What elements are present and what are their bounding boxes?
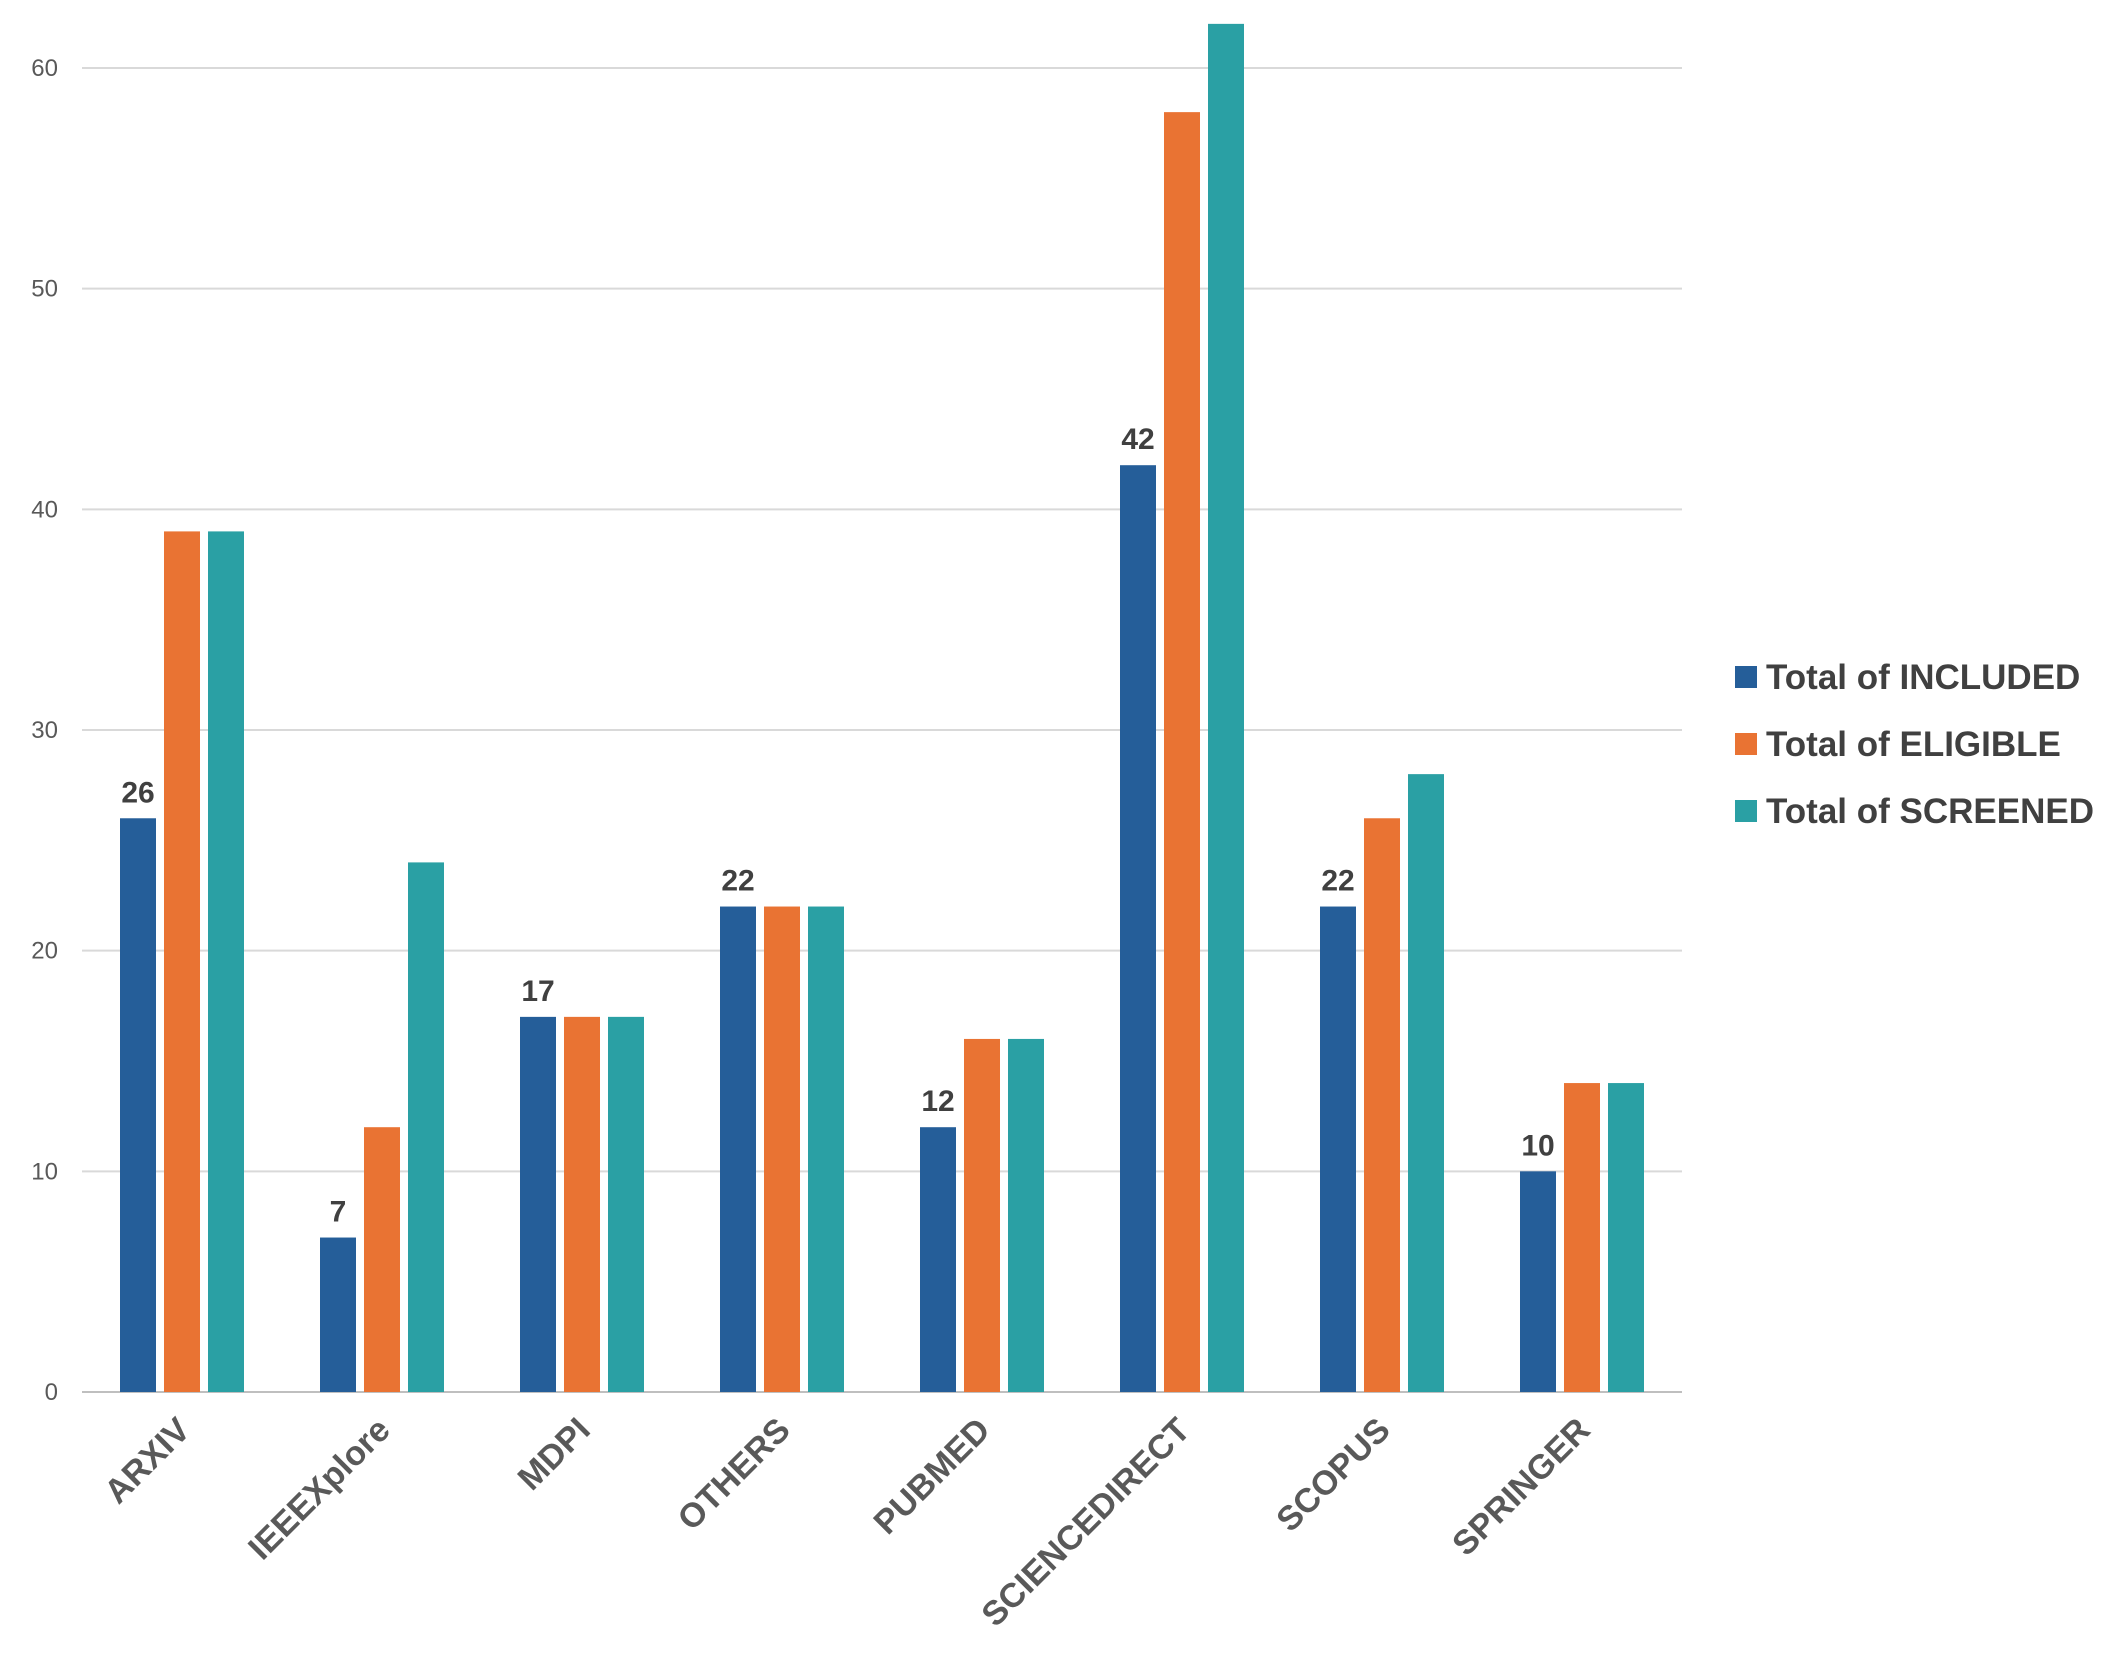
- x-category-label: SPRINGER: [1445, 1411, 1597, 1563]
- y-tick-label: 40: [31, 496, 58, 523]
- gridlines: [82, 67, 1682, 1393]
- x-axis-categories: ARXIV IEEEXplore MDPI OTHERS PUBMEDSCIENCEDI…: [97, 1411, 1597, 1634]
- bar-total-of-eligible-others: [764, 906, 800, 1392]
- bar-total-of-screened-scopus: [1408, 774, 1444, 1392]
- y-tick-label: 30: [31, 717, 58, 744]
- bar-total-of-included-sciencedirect: [1120, 465, 1156, 1392]
- legend-swatch: [1735, 800, 1757, 822]
- y-tick-label: 50: [31, 276, 58, 303]
- y-tick-label: 60: [31, 55, 58, 82]
- legend-swatch: [1735, 733, 1757, 755]
- x-category-label: SCIENCEDIRECT: [974, 1411, 1197, 1634]
- bar-total-of-eligible-pubmed: [964, 1038, 1000, 1392]
- bar-total-of-included-ieeexplore: [320, 1237, 356, 1392]
- legend-label: Total of SCREENED: [1766, 792, 2094, 831]
- bar-total-of-eligible-mdpi: [564, 1016, 600, 1392]
- bar-total-of-screened-pubmed: [1008, 1038, 1044, 1392]
- x-category-label: MDPI: [511, 1411, 598, 1498]
- data-label: 26: [121, 776, 154, 809]
- y-axis-ticks: 0 10 20 30 40 50 60: [31, 55, 58, 1406]
- y-tick-label: 10: [31, 1158, 58, 1185]
- x-category-label: PUBMED: [867, 1411, 998, 1542]
- legend-label: Total of INCLUDED: [1766, 658, 2080, 697]
- y-tick-label: 0: [45, 1379, 58, 1406]
- bar-total-of-screened-springer: [1608, 1083, 1644, 1392]
- data-label: 22: [721, 865, 754, 898]
- bar-total-of-screened-sciencedirect: [1208, 23, 1244, 1392]
- bar-total-of-screened-ieeexplore: [408, 862, 444, 1392]
- data-labels: 26 7 17 22 12 42 22 10: [121, 423, 1554, 1228]
- data-label: 12: [921, 1085, 954, 1118]
- x-category-label: OTHERS: [671, 1411, 798, 1538]
- bars: [120, 23, 1644, 1393]
- x-category-label: SCOPUS: [1269, 1411, 1397, 1539]
- bar-total-of-screened-mdpi: [608, 1016, 644, 1392]
- bar-total-of-eligible-sciencedirect: [1164, 112, 1200, 1393]
- data-label: 42: [1121, 423, 1154, 456]
- x-category-label: IEEEXplore: [241, 1411, 397, 1567]
- bar-total-of-eligible-arxiv: [164, 531, 200, 1392]
- bar-total-of-screened-others: [808, 906, 844, 1392]
- data-label: 7: [330, 1196, 347, 1229]
- bar-total-of-included-scopus: [1320, 906, 1356, 1392]
- data-label: 17: [521, 975, 554, 1008]
- bar-total-of-included-mdpi: [520, 1016, 556, 1392]
- bar-total-of-included-springer: [1520, 1171, 1556, 1392]
- data-label: 22: [1321, 865, 1354, 898]
- bar-total-of-screened-arxiv: [208, 531, 244, 1392]
- bar-total-of-included-arxiv: [120, 818, 156, 1392]
- data-label: 10: [1521, 1129, 1554, 1162]
- legend-swatch: [1735, 666, 1757, 688]
- bar-total-of-eligible-springer: [1564, 1083, 1600, 1392]
- legend-label: Total of ELIGIBLE: [1766, 725, 2061, 764]
- y-tick-label: 20: [31, 938, 58, 965]
- bar-total-of-included-pubmed: [920, 1127, 956, 1392]
- legend: Total of INCLUDED Total of ELIGIBLE Total …: [1735, 658, 2094, 831]
- x-category-label: ARXIV: [97, 1411, 198, 1512]
- bar-total-of-included-others: [720, 906, 756, 1392]
- bar-total-of-eligible-scopus: [1364, 818, 1400, 1392]
- bar-total-of-eligible-ieeexplore: [364, 1127, 400, 1392]
